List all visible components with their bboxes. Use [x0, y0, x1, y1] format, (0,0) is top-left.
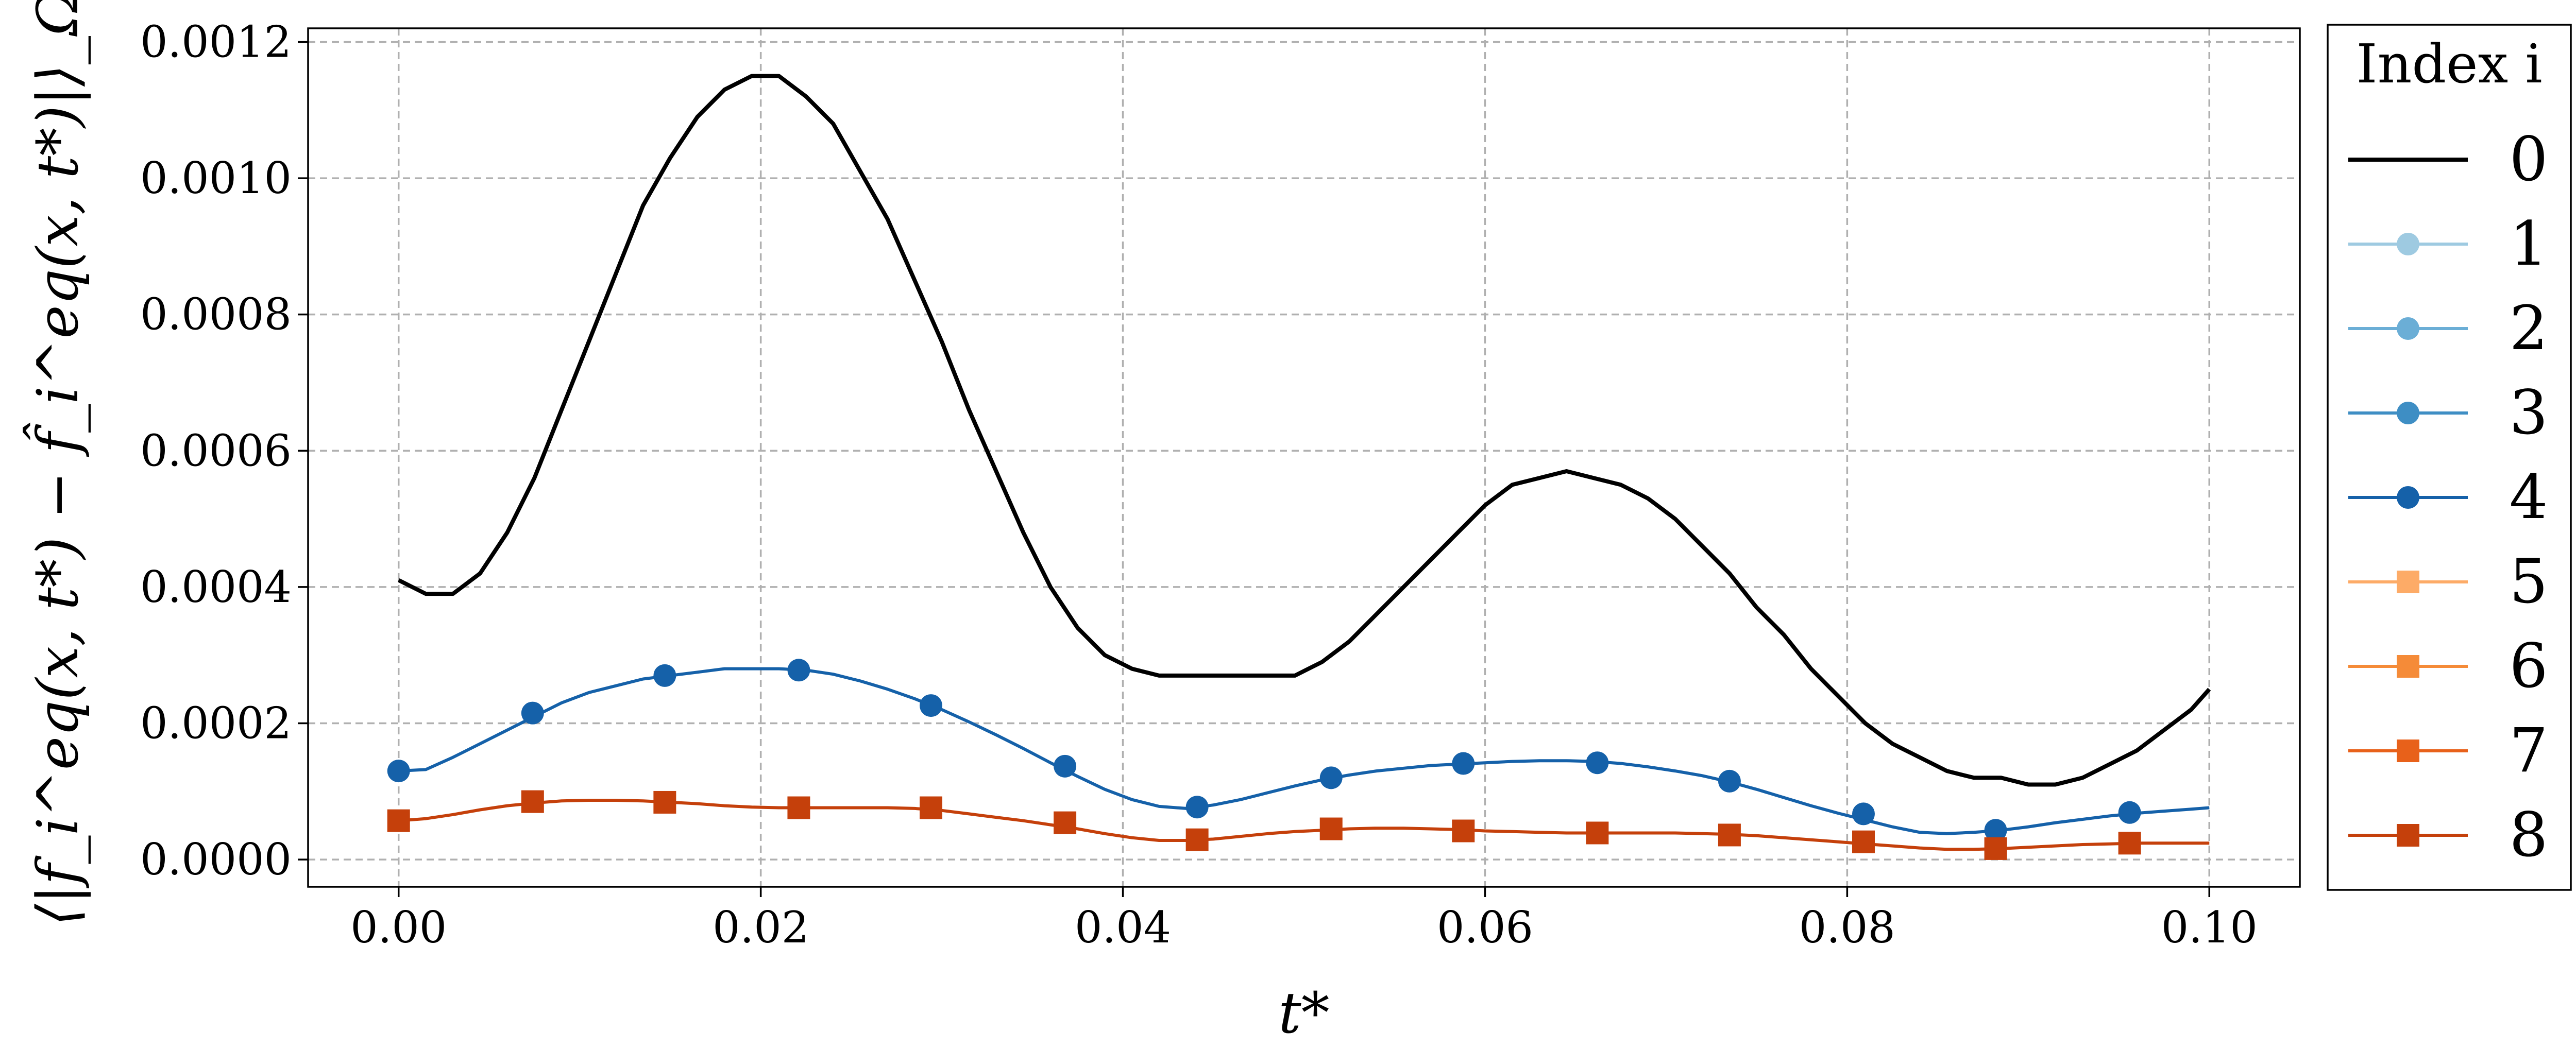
legend-swatch-marker	[2397, 740, 2419, 762]
series-4-marker	[1586, 751, 1609, 775]
series-4-marker	[1185, 796, 1209, 819]
legend-swatch-marker	[2397, 233, 2419, 255]
x-tick-label: 0.00	[350, 902, 447, 953]
legend-item-7: 7	[2348, 715, 2548, 786]
series-8-line	[398, 799, 2210, 851]
x-tick-label: 0.02	[713, 902, 809, 953]
legend-item-1: 1	[2348, 208, 2548, 279]
series-0-line	[397, 74, 2211, 787]
series-4-marker	[1852, 802, 1875, 826]
series-8-marker	[2118, 832, 2141, 855]
series-8-marker	[1586, 821, 1609, 845]
legend: Index i 0 1 2 3 4 5 6 7 8	[2327, 24, 2572, 891]
x-tick-label: 0.10	[2161, 902, 2258, 953]
series-8	[387, 790, 2210, 860]
series-8-marker	[1185, 828, 1209, 851]
legend-label: 2	[2509, 293, 2548, 364]
legend-label: 8	[2509, 799, 2548, 870]
x-tick-label: 0.04	[1075, 902, 1171, 953]
series-4-marker	[521, 701, 544, 725]
legend-item-3: 3	[2348, 377, 2548, 448]
series-4-marker	[653, 664, 676, 687]
legend-label: 6	[2509, 630, 2548, 701]
series-4	[387, 659, 2210, 842]
series-4-marker	[1984, 819, 2007, 842]
legend-swatch-marker	[2397, 571, 2419, 593]
legend-item-8: 8	[2348, 799, 2548, 870]
legend-title: Index i	[2356, 32, 2542, 95]
y-tick-label: 0.0010	[140, 153, 292, 203]
legend-swatch-marker	[2397, 824, 2419, 847]
legend-label: 7	[2509, 715, 2548, 786]
series-0	[397, 74, 2211, 787]
legend-label: 0	[2509, 124, 2548, 195]
legend-item-0: 0	[2348, 124, 2548, 195]
y-tick-label: 0.0000	[140, 834, 292, 885]
series-layer	[387, 74, 2211, 860]
series-4-marker	[2118, 801, 2141, 824]
series-4-marker	[920, 694, 943, 717]
series-4-marker	[1054, 754, 1077, 778]
series-4-line	[398, 667, 2210, 835]
series-8-marker	[387, 809, 410, 832]
y-tick-label: 0.0008	[140, 289, 292, 340]
legend-item-5: 5	[2348, 546, 2548, 617]
series-4-marker	[1718, 769, 1741, 793]
legend-swatch-marker	[2397, 317, 2419, 340]
legend-swatch-marker	[2397, 402, 2419, 424]
y-axis-label: ⟨|f_i^eq(x, t*) − f̂_i^eq(x, t*)|⟩_Ω	[22, 0, 91, 926]
series-8-marker	[1984, 837, 2007, 860]
series-4-marker	[387, 760, 410, 783]
series-8-marker	[1852, 830, 1875, 853]
y-tick-label: 0.0012	[140, 16, 292, 67]
series-8-marker	[653, 790, 676, 814]
series-8-marker	[787, 796, 810, 819]
y-tick-label: 0.0006	[140, 425, 292, 476]
legend-label: 3	[2509, 377, 2548, 448]
legend-frame	[2327, 24, 2572, 891]
legend-swatch-marker	[2397, 486, 2419, 509]
axis-ticks: 0.00 0.02 0.04 0.06 0.08 0.10 0.0000 0.0002 0.00…	[140, 16, 2258, 953]
legend-item-4: 4	[2348, 461, 2548, 532]
x-axis-label: t*	[1278, 980, 1329, 1046]
series-8-marker	[1319, 817, 1343, 840]
series-4-marker	[1452, 752, 1475, 775]
series-8-marker	[1054, 811, 1077, 834]
series-8-marker	[920, 796, 943, 819]
x-tick-label: 0.06	[1437, 902, 1533, 953]
grid	[308, 28, 2300, 887]
x-tick-label: 0.08	[1799, 902, 1895, 953]
legend-swatch-marker	[2397, 655, 2419, 678]
legend-label: 1	[2509, 208, 2548, 279]
legend-label: 4	[2509, 461, 2548, 532]
series-8-marker	[1452, 819, 1475, 842]
y-tick-label: 0.0004	[140, 562, 292, 612]
series-4-marker	[1319, 766, 1343, 789]
legend-item-2: 2	[2348, 293, 2548, 364]
legend-label: 5	[2509, 546, 2548, 617]
series-8-marker	[1718, 823, 1741, 847]
y-tick-label: 0.0002	[140, 698, 292, 748]
legend-item-6: 6	[2348, 630, 2548, 701]
series-8-marker	[521, 790, 544, 813]
plot-area-frame	[307, 27, 2301, 888]
series-4-marker	[787, 659, 810, 682]
